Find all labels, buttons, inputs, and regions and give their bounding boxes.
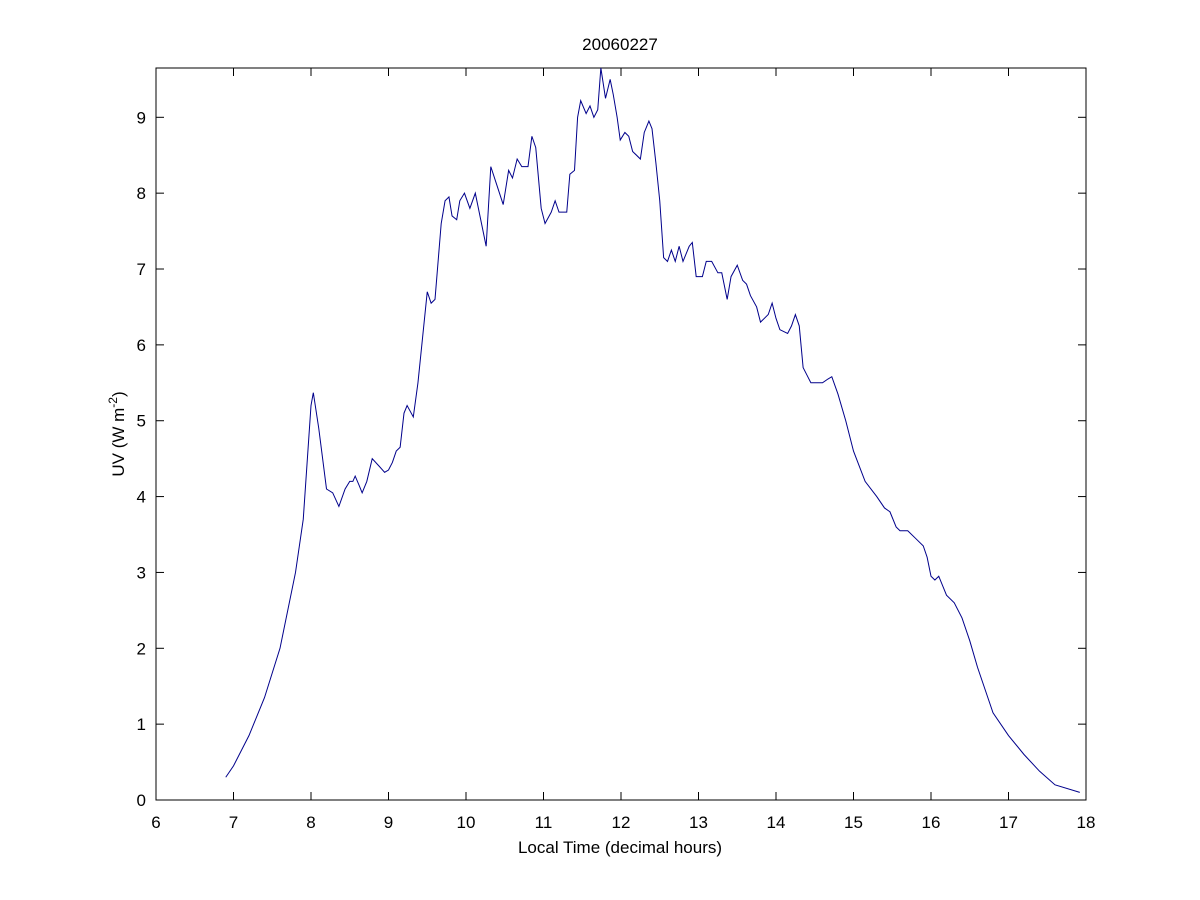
x-tick-label: 14 (767, 813, 786, 832)
y-tick-label: 9 (137, 108, 146, 127)
y-tick-label: 1 (137, 715, 146, 734)
x-tick-label: 7 (229, 813, 238, 832)
x-tick-label: 18 (1077, 813, 1096, 832)
y-tick-label: 4 (137, 488, 146, 507)
y-label-superscript: -2 (106, 397, 120, 408)
x-tick-label: 12 (612, 813, 631, 832)
x-tick-label: 11 (535, 813, 553, 832)
y-tick-label: 6 (137, 336, 146, 355)
y-tick-label: 3 (137, 563, 146, 582)
y-tick-label: 7 (137, 260, 146, 279)
y-axis-label: UV (W m-2) (106, 391, 128, 476)
y-label-text: UV (W m (109, 408, 128, 477)
x-axis-label: Local Time (decimal hours) (518, 838, 722, 857)
y-tick-label: 2 (137, 639, 146, 658)
x-tick-label: 13 (689, 813, 708, 832)
y-tick-label: 5 (137, 412, 146, 431)
y-tick-label: 8 (137, 184, 146, 203)
x-tick-label: 10 (457, 813, 476, 832)
x-tick-label: 9 (384, 813, 393, 832)
y-label-suffix: ) (109, 391, 128, 397)
x-tick-label: 6 (151, 813, 160, 832)
chart-title: 20060227 (582, 35, 658, 54)
x-tick-label: 16 (922, 813, 941, 832)
data-line (225, 67, 1080, 793)
x-tick-label: 15 (844, 813, 863, 832)
y-tick-label: 0 (137, 791, 146, 810)
x-tick-label: 17 (999, 813, 1018, 832)
x-tick-label: 8 (306, 813, 315, 832)
